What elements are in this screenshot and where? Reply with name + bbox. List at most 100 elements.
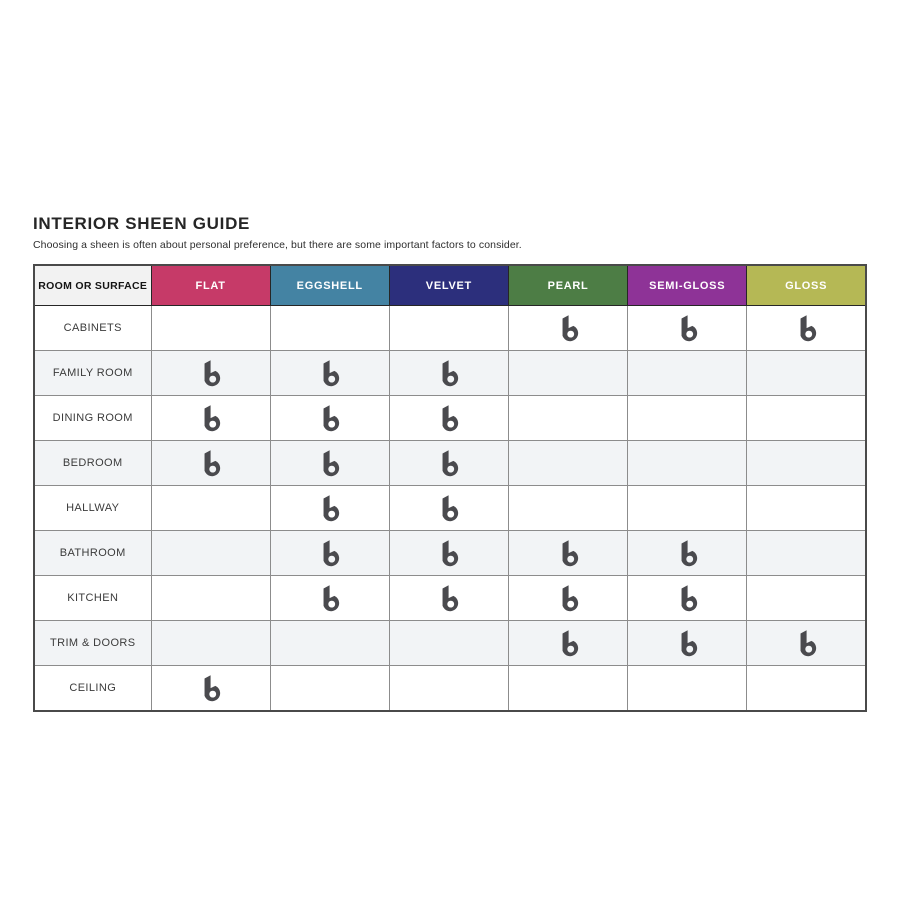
table-row-trim-doors: TRIM & DOORS	[33, 620, 867, 666]
sheen-mark-cell-gloss	[746, 305, 867, 351]
row-label: DINING ROOM	[33, 395, 152, 441]
brand-b-logo-icon	[204, 674, 221, 701]
column-header-eggshell: EGGSHELL	[269, 264, 390, 306]
brand-b-logo-icon	[323, 359, 340, 386]
empty-cell-gloss	[746, 530, 867, 576]
empty-cell-pearl	[507, 485, 629, 531]
table-row-cabinets: CABINETS	[33, 305, 867, 351]
sheen-mark-cell-eggshell	[269, 395, 390, 441]
sheen-mark-cell-pearl	[507, 530, 629, 576]
row-label: BEDROOM	[33, 440, 152, 486]
sheen-mark-cell-pearl	[507, 305, 629, 351]
empty-cell-pearl	[507, 395, 629, 441]
sheen-mark-cell-flat	[150, 395, 271, 441]
empty-cell-pearl	[507, 665, 629, 712]
sheen-mark-cell-eggshell	[269, 575, 390, 621]
sheen-mark-cell-velvet	[388, 395, 509, 441]
empty-cell-semi-gloss	[627, 350, 748, 396]
sheen-mark-cell-semi-gloss	[627, 530, 748, 576]
brand-b-logo-icon	[323, 539, 340, 566]
row-label: FAMILY ROOM	[33, 350, 152, 396]
brand-b-logo-icon	[442, 404, 459, 431]
empty-cell-pearl	[507, 440, 629, 486]
sheen-mark-cell-pearl	[507, 620, 629, 666]
row-label: TRIM & DOORS	[33, 620, 152, 666]
table-row-kitchen: KITCHEN	[33, 575, 867, 621]
brand-b-logo-icon	[681, 539, 697, 566]
table-row-bedroom: BEDROOM	[33, 440, 867, 486]
empty-cell-flat	[150, 575, 271, 621]
brand-b-logo-icon	[442, 539, 459, 566]
empty-cell-pearl	[507, 350, 629, 396]
empty-cell-flat	[150, 530, 271, 576]
column-header-semi-gloss: SEMI-GLOSS	[627, 264, 748, 306]
brand-b-logo-icon	[323, 584, 340, 611]
empty-cell-eggshell	[269, 665, 390, 712]
sheen-mark-cell-velvet	[388, 530, 509, 576]
empty-cell-semi-gloss	[627, 440, 748, 486]
brand-b-logo-icon	[681, 584, 697, 611]
sheen-mark-cell-flat	[150, 440, 271, 486]
brand-b-logo-icon	[204, 404, 221, 431]
empty-cell-semi-gloss	[627, 395, 748, 441]
sheen-mark-cell-semi-gloss	[627, 620, 748, 666]
sheen-mark-cell-flat	[150, 665, 271, 712]
sheen-mark-cell-semi-gloss	[627, 575, 748, 621]
sheen-mark-cell-velvet	[388, 575, 509, 621]
brand-b-logo-icon	[323, 449, 340, 476]
brand-b-logo-icon	[800, 314, 816, 341]
column-header-pearl: PEARL	[507, 264, 629, 306]
row-label: BATHROOM	[33, 530, 152, 576]
sheen-mark-cell-velvet	[388, 440, 509, 486]
corner-header: ROOM OR SURFACE	[33, 264, 152, 306]
row-label: HALLWAY	[33, 485, 152, 531]
brand-b-logo-icon	[204, 359, 221, 386]
row-label: CEILING	[33, 665, 152, 712]
empty-cell-gloss	[746, 485, 867, 531]
empty-cell-flat	[150, 305, 271, 351]
table-row-ceiling: CEILING	[33, 665, 867, 712]
sheen-guide-table: ROOM OR SURFACE FLAT EGGSHELL VELVET PEARL S…	[33, 264, 867, 712]
brand-b-logo-icon	[562, 539, 578, 566]
page-subtitle: Choosing a sheen is often about personal…	[33, 239, 522, 251]
empty-cell-semi-gloss	[627, 665, 748, 712]
empty-cell-gloss	[746, 665, 867, 712]
header-row: ROOM OR SURFACE FLAT EGGSHELL VELVET PEARL S…	[33, 264, 867, 306]
brand-b-logo-icon	[442, 359, 459, 386]
brand-b-logo-icon	[562, 584, 578, 611]
page-title: INTERIOR SHEEN GUIDE	[33, 214, 251, 233]
brand-b-logo-icon	[562, 314, 578, 341]
column-header-gloss: GLOSS	[746, 264, 867, 306]
table-row-family-room: FAMILY ROOM	[33, 350, 867, 396]
brand-b-logo-icon	[204, 449, 221, 476]
sheen-mark-cell-gloss	[746, 620, 867, 666]
sheen-guide-infographic: INTERIOR SHEEN GUIDE Choosing a sheen is…	[33, 214, 867, 712]
sheen-mark-cell-eggshell	[269, 485, 390, 531]
brand-b-logo-icon	[323, 494, 340, 521]
empty-cell-eggshell	[269, 305, 390, 351]
sheen-mark-cell-eggshell	[269, 530, 390, 576]
row-label: CABINETS	[33, 305, 152, 351]
empty-cell-flat	[150, 485, 271, 531]
table-row-hallway: HALLWAY	[33, 485, 867, 531]
empty-cell-gloss	[746, 395, 867, 441]
empty-cell-gloss	[746, 575, 867, 621]
table-row-dining-room: DINING ROOM	[33, 395, 867, 441]
sheen-mark-cell-velvet	[388, 350, 509, 396]
sheen-mark-cell-pearl	[507, 575, 629, 621]
empty-cell-velvet	[388, 620, 509, 666]
brand-b-logo-icon	[323, 404, 340, 431]
brand-b-logo-icon	[681, 629, 697, 656]
empty-cell-gloss	[746, 350, 867, 396]
column-header-flat: FLAT	[150, 264, 271, 306]
brand-b-logo-icon	[442, 584, 459, 611]
table-body: CABINETS FAMILY ROOM DINING ROOM BEDROOM…	[33, 305, 867, 712]
sheen-mark-cell-velvet	[388, 485, 509, 531]
empty-cell-flat	[150, 620, 271, 666]
sheen-mark-cell-eggshell	[269, 350, 390, 396]
empty-cell-velvet	[388, 665, 509, 712]
empty-cell-eggshell	[269, 620, 390, 666]
brand-b-logo-icon	[562, 629, 578, 656]
empty-cell-semi-gloss	[627, 485, 748, 531]
sheen-mark-cell-eggshell	[269, 440, 390, 486]
